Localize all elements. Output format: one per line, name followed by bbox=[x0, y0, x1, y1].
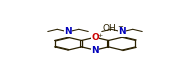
Text: N: N bbox=[64, 27, 72, 36]
Text: N: N bbox=[118, 27, 126, 36]
Text: −: − bbox=[117, 24, 123, 30]
Text: OH: OH bbox=[102, 24, 116, 33]
Text: N: N bbox=[91, 46, 99, 55]
Text: O: O bbox=[91, 33, 99, 42]
Text: +: + bbox=[98, 33, 103, 38]
